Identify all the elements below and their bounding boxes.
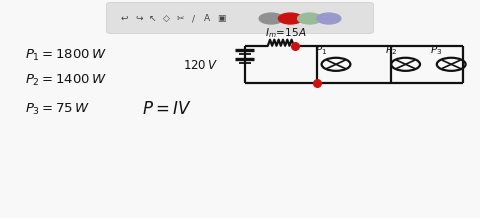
Text: $P_2 = 1400\,W$: $P_2 = 1400\,W$ [25, 73, 107, 88]
Text: ◇: ◇ [163, 14, 169, 23]
Text: ▣: ▣ [217, 14, 226, 23]
Text: ✂: ✂ [176, 14, 184, 23]
Text: ↩: ↩ [121, 14, 129, 23]
Text: ↖: ↖ [149, 14, 156, 23]
Circle shape [278, 13, 302, 24]
FancyBboxPatch shape [107, 3, 373, 33]
Text: ↪: ↪ [135, 14, 143, 23]
Text: $P_{3}$: $P_{3}$ [430, 43, 442, 57]
Text: $P_{2}$: $P_{2}$ [384, 43, 397, 57]
Text: $I_m\!=\!15A$: $I_m\!=\!15A$ [265, 26, 306, 40]
Circle shape [298, 13, 322, 24]
Circle shape [259, 13, 283, 24]
Text: $120\,V$: $120\,V$ [183, 59, 218, 72]
Text: A: A [204, 14, 210, 23]
Text: $P_1 = 1800\,W$: $P_1 = 1800\,W$ [25, 48, 107, 63]
Text: $P = IV$: $P = IV$ [142, 100, 191, 118]
Text: $P_{1}$: $P_{1}$ [314, 43, 327, 57]
Text: /: / [192, 14, 195, 23]
Circle shape [317, 13, 341, 24]
Text: $P_3 = 75\,W$: $P_3 = 75\,W$ [25, 101, 90, 117]
